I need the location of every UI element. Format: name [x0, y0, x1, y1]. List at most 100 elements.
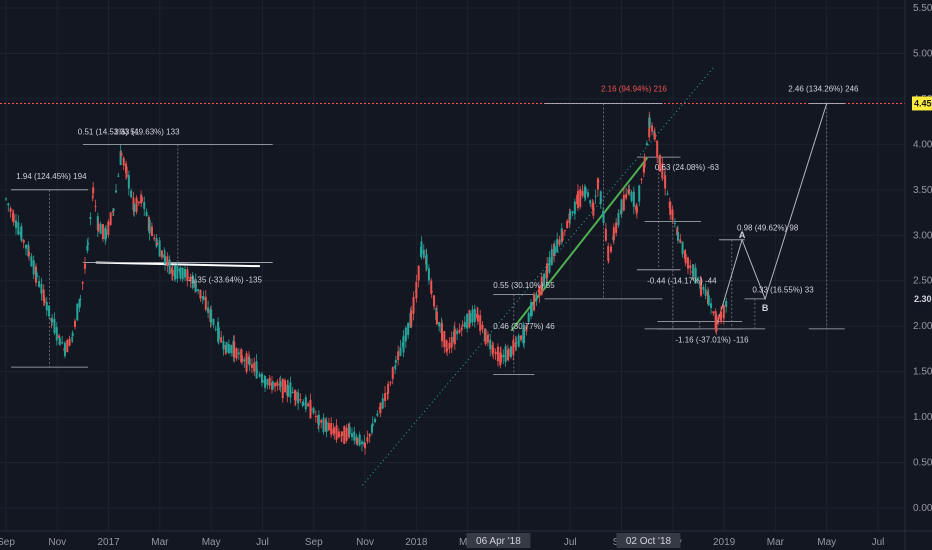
candle-body: [458, 329, 461, 333]
candle-body: [499, 353, 502, 363]
candle-body: [130, 190, 133, 198]
candle-body: [694, 267, 697, 284]
candle-body: [187, 276, 190, 278]
candle-body: [204, 296, 207, 310]
candle-body: [58, 335, 61, 338]
candle-body: [68, 338, 71, 346]
candle-body: [76, 303, 79, 321]
x-tick-label: Mar: [151, 537, 169, 548]
x-tick-label: May: [817, 537, 836, 548]
y-tick-label: 5.50: [913, 3, 932, 14]
candle-body: [70, 336, 73, 338]
candle-body: [412, 296, 415, 314]
candle-body: [45, 301, 48, 311]
candle-body: [579, 189, 582, 207]
candle-body: [696, 278, 699, 280]
candle-body: [356, 437, 359, 445]
candle-body: [563, 230, 566, 232]
candle-body: [366, 437, 369, 442]
candle-body: [337, 431, 340, 438]
candle-body: [340, 431, 343, 436]
price-label-bg: [912, 96, 932, 111]
candle-body: [461, 324, 464, 327]
candle-body: [191, 275, 194, 289]
candle-body: [345, 427, 348, 441]
candle-body: [335, 425, 338, 440]
candle-body: [625, 193, 628, 199]
time-axis[interactable]: SepNov2017MarMayJulSepNov2018MarMayJulSe…: [0, 533, 884, 548]
candle-body: [496, 346, 499, 362]
candle-body: [481, 324, 484, 330]
candle-body: [164, 256, 167, 264]
candle-body: [140, 197, 143, 202]
candle-body: [233, 341, 236, 358]
candle-body: [441, 323, 443, 342]
candle-body: [514, 342, 517, 348]
candle-body: [30, 256, 33, 267]
candle-body: [479, 315, 482, 332]
y-tick-label: 3.00: [913, 230, 932, 241]
y-tick-label: 1.50: [913, 367, 932, 378]
candle-body: [715, 315, 718, 332]
candle-body: [530, 302, 533, 317]
candle-body: [268, 377, 271, 386]
candle-body: [92, 187, 95, 194]
candle-body: [122, 157, 125, 166]
candle-body: [394, 366, 397, 368]
candle-body: [32, 260, 35, 275]
candle-body: [381, 398, 384, 409]
candle-body: [94, 206, 97, 208]
candle-body: [220, 337, 223, 343]
candle-body: [330, 423, 333, 435]
candle-body: [604, 228, 607, 241]
white-horizontal-line[interactable]: [95, 261, 260, 268]
candle-body: [87, 242, 90, 245]
candle-body: [684, 253, 687, 264]
y-tick-label: 5.00: [913, 48, 932, 59]
candle-body: [333, 427, 336, 434]
candle-body: [7, 203, 10, 206]
candle-body: [402, 335, 405, 353]
y-tick-label: 2.00: [913, 321, 932, 332]
candle-body: [143, 202, 146, 210]
measure-label: 0.51 (14.53%) 51: [78, 127, 140, 136]
candle-body: [453, 328, 456, 345]
candle-body: [287, 385, 290, 397]
candle-body: [384, 393, 387, 402]
candle-body: [635, 206, 638, 213]
candle-body: [666, 193, 669, 195]
candle-body: [360, 441, 363, 445]
candle-body: [250, 364, 253, 368]
candle-body: [63, 342, 66, 357]
candle-body: [630, 192, 633, 201]
measure-label: 0.46 (30.77%) 46: [493, 322, 555, 331]
candle-body: [105, 229, 108, 239]
candle-body: [515, 342, 518, 344]
candle-body: [214, 329, 217, 331]
candle-body: [612, 227, 615, 241]
candles: [5, 111, 728, 455]
candle-body: [438, 322, 441, 327]
price-axis[interactable]: 0.000.501.001.502.002.503.003.504.004.50…: [911, 3, 932, 514]
candle-body: [548, 257, 551, 273]
candle-body: [53, 318, 56, 334]
candle-body: [561, 231, 564, 241]
candle-body: [519, 335, 522, 340]
candle-body: [543, 273, 546, 287]
candle-body: [40, 284, 43, 294]
candle-body: [486, 334, 489, 343]
candle-body: [391, 367, 394, 379]
candle-body: [445, 340, 448, 352]
x-tick-label: Sep: [305, 537, 323, 548]
x-tick-label: 2017: [97, 537, 120, 548]
candle-body: [314, 416, 317, 418]
candle-body: [225, 341, 228, 353]
projection-path[interactable]: [715, 103, 828, 327]
measure-label: -1.16 (-37.01%) -116: [675, 336, 749, 345]
candle-body: [581, 190, 584, 196]
candle-body: [289, 382, 292, 398]
candle-body: [240, 355, 243, 363]
candle-body: [237, 352, 240, 355]
